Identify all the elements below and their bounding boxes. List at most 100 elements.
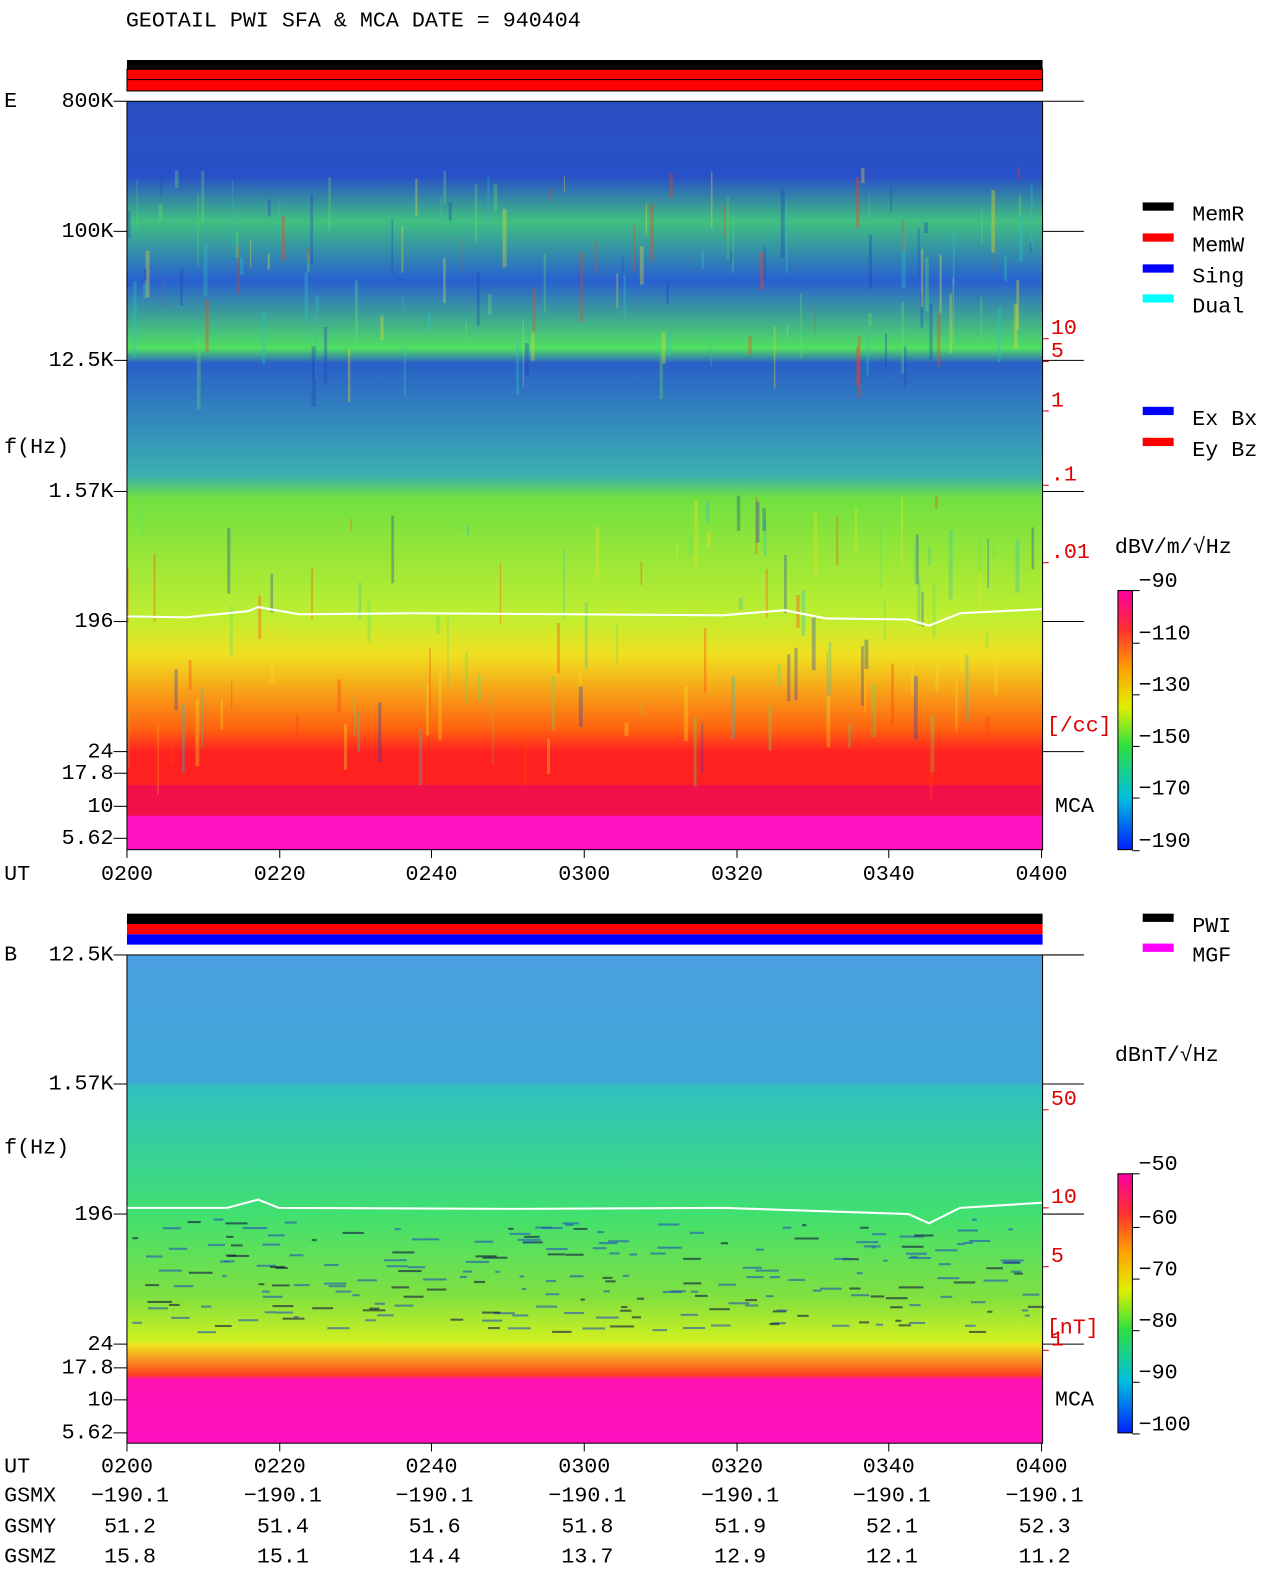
texture-streak <box>979 573 983 620</box>
texture-streak <box>474 184 478 242</box>
orbit-value: 11.2 <box>1019 1544 1071 1569</box>
texture-streak <box>415 178 418 216</box>
texture-streak <box>450 1318 464 1321</box>
orbit-value: 51.6 <box>409 1515 461 1540</box>
texture-streak <box>785 202 788 274</box>
texture-streak <box>658 1223 680 1226</box>
texture-streak <box>440 196 443 225</box>
texture-streak <box>374 1302 385 1305</box>
texture-streak <box>915 534 919 585</box>
texture-streak <box>864 639 869 669</box>
y-tick-label: 17.8 <box>62 1356 114 1381</box>
legend-swatch <box>1142 264 1174 273</box>
texture-streak <box>904 346 907 388</box>
texture-streak <box>367 599 371 642</box>
x-tick-label: 0220 <box>254 1455 306 1480</box>
texture-streak <box>794 1237 819 1240</box>
texture-streak <box>267 1234 285 1237</box>
texture-streak <box>603 1290 610 1293</box>
texture-streak <box>902 220 905 252</box>
texture-streak <box>801 1224 807 1227</box>
texture-streak <box>856 177 860 228</box>
texture-streak <box>992 540 995 559</box>
texture-streak <box>311 346 316 407</box>
texture-streak <box>1017 166 1020 180</box>
texture-streak <box>796 595 800 628</box>
texture-streak <box>784 554 787 614</box>
legend-swatch <box>1142 437 1174 447</box>
texture-streak <box>965 1324 976 1327</box>
x-tick-label: 0340 <box>863 1455 915 1480</box>
texture-streak <box>780 188 785 259</box>
colorbar-tick-label: −90 <box>1139 569 1178 594</box>
texture-streak <box>262 1243 281 1246</box>
texture-streak <box>935 495 938 509</box>
texture-streak <box>523 734 528 786</box>
texture-streak <box>871 1233 887 1236</box>
texture-streak <box>438 671 442 741</box>
x-tick-label: 0240 <box>405 862 457 887</box>
legend-swatch <box>1142 202 1174 211</box>
texture-streak <box>662 332 666 364</box>
texture-streak <box>324 1263 339 1267</box>
texture-streak <box>436 615 441 635</box>
texture-streak <box>342 1231 364 1234</box>
texture-streak <box>160 180 162 196</box>
y-axis-label: f(Hz) <box>4 435 69 460</box>
texture-streak <box>836 516 839 566</box>
texture-streak <box>870 1295 885 1298</box>
texture-streak <box>201 687 204 748</box>
texture-streak <box>545 1280 556 1283</box>
texture-streak <box>546 1248 568 1251</box>
texture-streak <box>304 272 309 322</box>
texture-streak <box>676 543 679 567</box>
texture-streak <box>981 210 983 244</box>
texture-streak <box>688 535 693 556</box>
texture-streak <box>337 679 342 714</box>
colorbar-tick-label: −50 <box>1139 1152 1178 1177</box>
texture-streak <box>557 623 560 674</box>
orbit-value: −190.1 <box>548 1484 626 1509</box>
texture-streak <box>857 336 861 398</box>
texture-streak <box>258 595 262 640</box>
texture-streak <box>814 304 816 334</box>
mca-label: MCA <box>1055 1388 1094 1413</box>
texture-streak <box>690 1290 699 1293</box>
texture-streak <box>619 603 621 618</box>
texture-streak <box>158 1269 182 1272</box>
texture-streak <box>814 512 818 576</box>
colorbar-tick-label: −70 <box>1139 1258 1178 1283</box>
texture-streak <box>682 1326 706 1330</box>
texture-streak <box>196 340 201 410</box>
texture-streak <box>932 582 936 639</box>
texture-streak <box>763 246 766 281</box>
texture-streak <box>794 647 798 701</box>
texture-streak <box>763 519 767 556</box>
texture-streak <box>742 1266 762 1269</box>
texture-streak <box>508 1227 514 1230</box>
texture-streak <box>683 1257 701 1260</box>
colorbar-tick-label: −100 <box>1139 1412 1191 1437</box>
texture-streak <box>755 1269 779 1272</box>
texture-streak <box>908 1256 932 1260</box>
texture-streak <box>519 1275 525 1278</box>
texture-streak <box>905 1252 927 1255</box>
texture-streak <box>543 253 546 313</box>
texture-streak <box>407 1266 426 1269</box>
texture-streak <box>748 336 752 355</box>
texture-streak <box>773 325 776 389</box>
texture-streak <box>786 324 788 338</box>
texture-streak <box>882 1259 888 1262</box>
orbit-value: 51.9 <box>714 1515 766 1540</box>
texture-streak <box>565 1253 584 1256</box>
texture-streak <box>972 1218 977 1221</box>
texture-streak <box>755 501 760 543</box>
texture-streak <box>240 257 244 275</box>
texture-streak <box>532 288 536 334</box>
texture-streak <box>987 538 989 589</box>
texture-streak <box>765 569 768 618</box>
texture-streak <box>631 1316 641 1319</box>
texture-streak <box>267 253 270 270</box>
texture-streak <box>522 1241 535 1244</box>
texture-streak <box>352 1294 360 1297</box>
